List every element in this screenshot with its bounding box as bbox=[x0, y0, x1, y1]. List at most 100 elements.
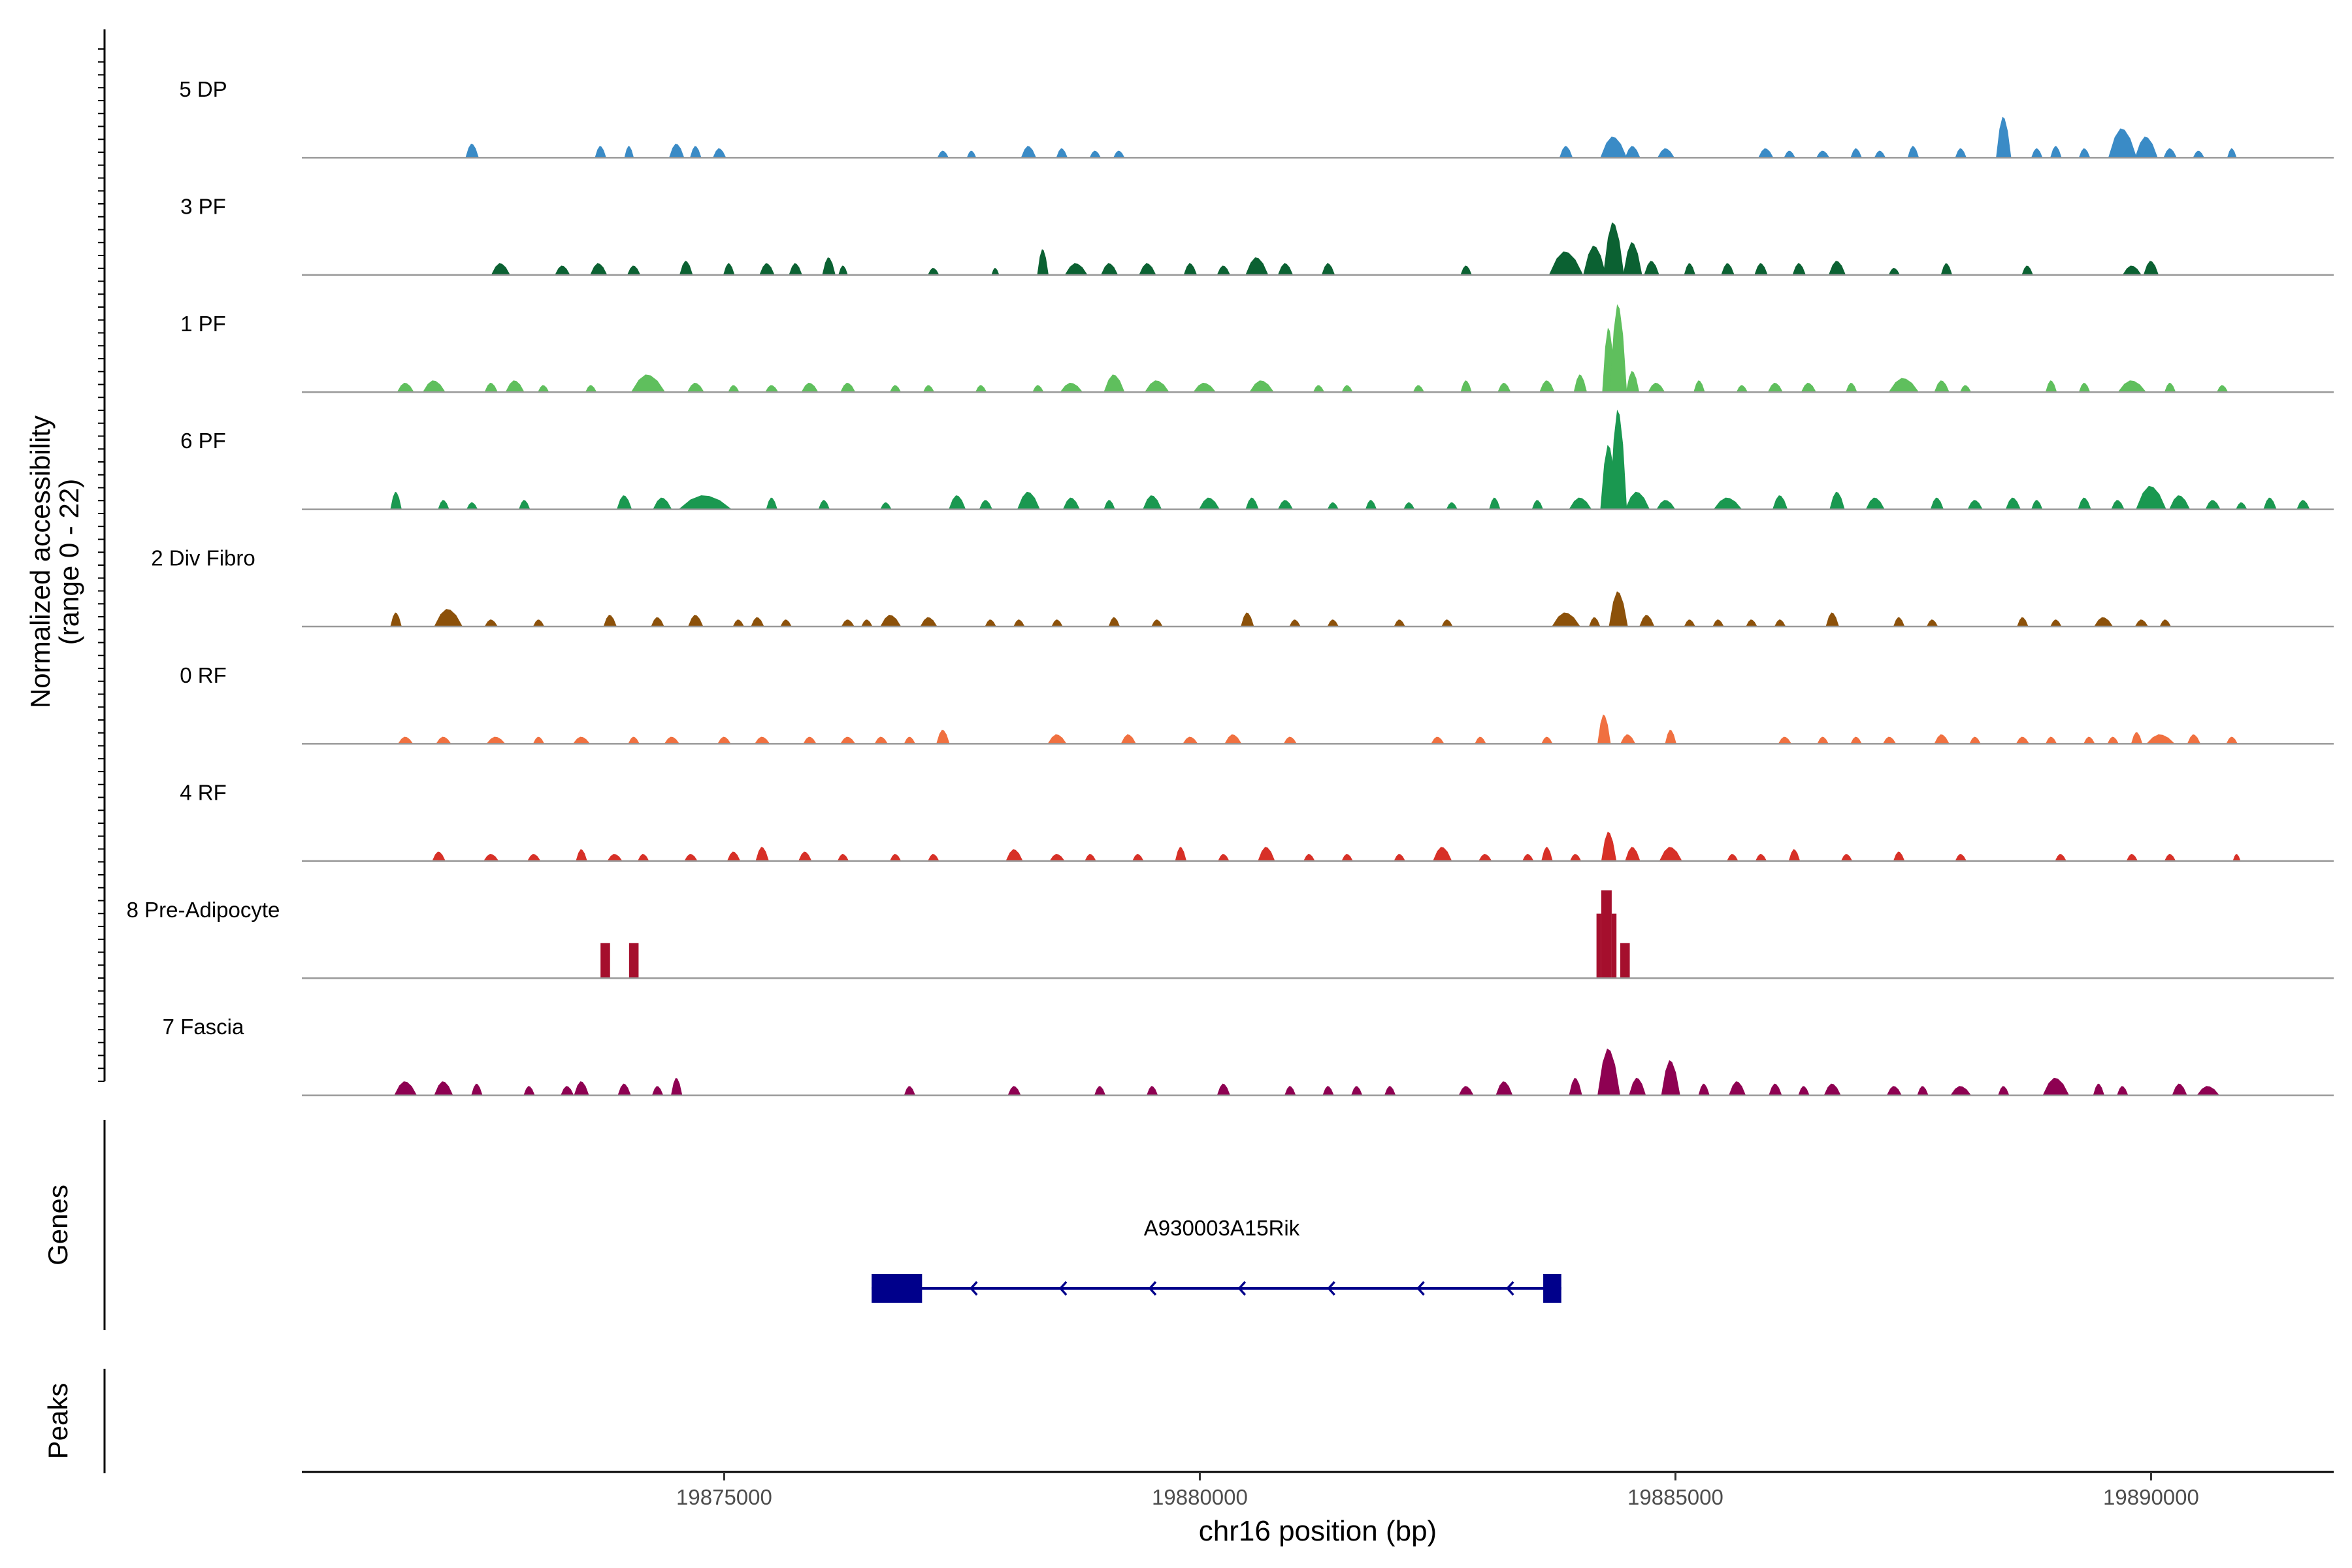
coverage-peak bbox=[2126, 854, 2138, 861]
coverage-peak bbox=[717, 736, 731, 744]
coverage-peak bbox=[2296, 500, 2310, 510]
coverage-peak bbox=[2031, 500, 2043, 510]
coverage-peak bbox=[1665, 729, 1676, 744]
y-axis-label-line1: Normalized accessibility bbox=[25, 416, 56, 708]
coverage-peak bbox=[755, 847, 769, 861]
coverage-peak bbox=[527, 854, 541, 861]
track: 3 PF bbox=[180, 194, 2334, 276]
coverage-peak bbox=[1684, 263, 1696, 275]
coverage-peak bbox=[2050, 619, 2062, 627]
coverage-peak bbox=[1888, 378, 1919, 393]
coverage-peak bbox=[1917, 1086, 1929, 1096]
coverage-peak bbox=[840, 736, 856, 744]
coverage-peak bbox=[2163, 148, 2177, 158]
coverage-peak bbox=[1245, 257, 1269, 275]
coverage-peak bbox=[2226, 736, 2238, 744]
track-label: 6 PF bbox=[180, 429, 226, 453]
coverage-peak bbox=[1017, 491, 1040, 510]
coverage-peak bbox=[1736, 385, 1748, 393]
coverage-peak bbox=[616, 495, 632, 510]
coverage-block bbox=[1596, 913, 1601, 979]
strand-arrow bbox=[969, 1281, 978, 1296]
coverage-peak bbox=[2031, 148, 2043, 158]
coverage-peak bbox=[574, 1081, 589, 1096]
coverage-peak bbox=[1103, 374, 1125, 393]
coverage-peak bbox=[861, 619, 873, 627]
coverage-peak bbox=[1559, 146, 1573, 158]
coverage-peak bbox=[1639, 615, 1655, 627]
coverage-block bbox=[600, 943, 610, 979]
coverage-peak bbox=[1064, 263, 1088, 275]
coverage-peak bbox=[436, 736, 451, 744]
coverage-peak bbox=[2050, 146, 2062, 158]
strand-arrow bbox=[1148, 1281, 1157, 1296]
track: 8 Pre-Adipocyte bbox=[127, 890, 2334, 979]
coverage-peak bbox=[2107, 736, 2119, 744]
coverage-peak bbox=[651, 617, 664, 627]
coverage-peak bbox=[1603, 222, 1624, 275]
coverage-peak bbox=[1303, 854, 1315, 861]
coverage-peak bbox=[1967, 500, 1983, 510]
coverage-peak bbox=[607, 854, 623, 861]
coverage-peak bbox=[1139, 263, 1156, 275]
coverage-peak bbox=[1327, 502, 1339, 510]
coverage-peak bbox=[2117, 380, 2147, 393]
coverage-peak bbox=[1245, 497, 1259, 510]
coverage-peak bbox=[2094, 617, 2114, 627]
coverage-peak bbox=[2172, 1083, 2187, 1096]
coverage-peak bbox=[1609, 304, 1627, 393]
coverage-peak bbox=[1625, 491, 1650, 510]
coverage-peak bbox=[1625, 146, 1641, 158]
coverage-peak bbox=[538, 385, 549, 393]
coverage-peak bbox=[1183, 263, 1198, 275]
coverage-peak bbox=[1778, 736, 1792, 744]
coverage-peak bbox=[949, 495, 966, 510]
coverage-peak bbox=[2232, 854, 2241, 861]
coverage-peak bbox=[1746, 619, 1757, 627]
coverage-peak bbox=[1798, 1086, 1810, 1096]
coverage-peak bbox=[2263, 497, 2277, 510]
x-axis: 19875000 19880000 19885000 19890000 bbox=[676, 1472, 2199, 1509]
coverage-peak bbox=[2093, 1083, 2105, 1096]
coverage-peak bbox=[1089, 150, 1102, 158]
coverage-peak bbox=[985, 619, 996, 627]
coverage-peak bbox=[789, 263, 802, 275]
coverage-peak bbox=[1955, 854, 1967, 861]
coverage-peak bbox=[1754, 263, 1768, 275]
coverage-peak bbox=[2045, 736, 2057, 744]
coverage-peak bbox=[1224, 734, 1242, 744]
coverage-peak bbox=[1727, 854, 1739, 861]
coverage-peak bbox=[1659, 847, 1682, 861]
coverage-peak bbox=[1217, 1083, 1231, 1096]
coverage-peak bbox=[572, 736, 591, 744]
coverage-peak bbox=[874, 736, 888, 744]
coverage-peak bbox=[1313, 385, 1325, 393]
coverage-peak bbox=[732, 619, 745, 627]
coverage-peak bbox=[2134, 137, 2158, 158]
coverage-peak bbox=[751, 617, 764, 627]
coverage-peak bbox=[1431, 736, 1445, 744]
coverage-peak bbox=[2045, 380, 2057, 393]
coverage-peak bbox=[1893, 851, 1905, 861]
coverage-peak bbox=[1758, 148, 1774, 158]
x-axis-label: chr16 position (bp) bbox=[1199, 1515, 1437, 1547]
coverage-peak bbox=[1950, 1086, 1972, 1096]
track-label: 0 RF bbox=[180, 663, 227, 687]
coverage-peak bbox=[2187, 734, 2201, 744]
coverage-peak bbox=[397, 382, 414, 393]
coverage-peak bbox=[766, 497, 777, 510]
coverage-peak bbox=[394, 1081, 417, 1096]
track: 5 DP bbox=[179, 77, 2334, 159]
coverage-peak bbox=[780, 619, 792, 627]
coverage-peak bbox=[1460, 265, 1472, 275]
coverage-peak bbox=[928, 268, 939, 275]
coverage-peak bbox=[1609, 591, 1628, 627]
coverage-peak bbox=[904, 736, 916, 744]
coverage-peak bbox=[1005, 849, 1023, 861]
coverage-peak bbox=[1258, 847, 1275, 861]
coverage-peak bbox=[822, 257, 836, 275]
coverage-peak bbox=[841, 619, 855, 627]
coverage-peak bbox=[1132, 854, 1144, 861]
x-tick-label: 19880000 bbox=[1152, 1485, 1248, 1509]
